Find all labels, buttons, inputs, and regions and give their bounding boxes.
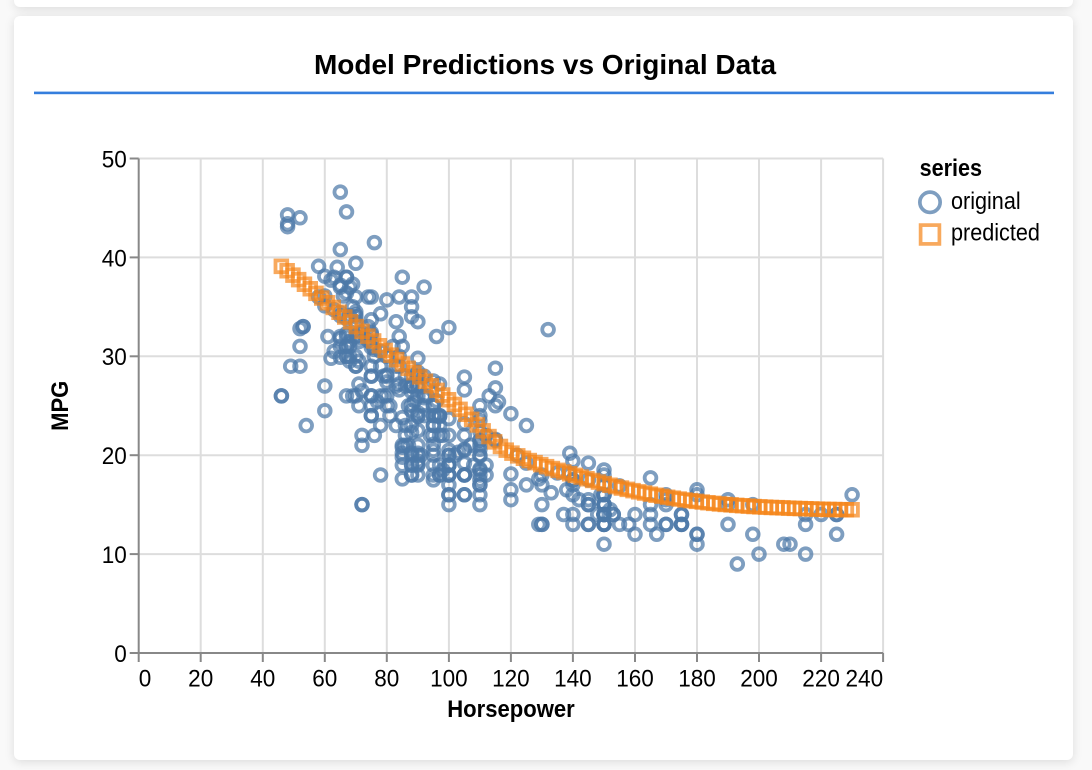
svg-text:80: 80 bbox=[374, 665, 399, 692]
svg-text:50: 50 bbox=[102, 146, 127, 173]
svg-text:Model Predictions vs Original: Model Predictions vs Original Data bbox=[314, 49, 777, 80]
svg-text:MPG: MPG bbox=[46, 381, 73, 431]
svg-text:20: 20 bbox=[188, 665, 213, 692]
svg-text:20: 20 bbox=[102, 442, 127, 469]
svg-text:140: 140 bbox=[554, 665, 592, 692]
svg-text:200: 200 bbox=[740, 665, 778, 692]
svg-text:160: 160 bbox=[616, 665, 654, 692]
svg-text:240: 240 bbox=[846, 665, 884, 692]
svg-text:40: 40 bbox=[250, 665, 275, 692]
svg-text:0: 0 bbox=[114, 640, 127, 667]
svg-text:100: 100 bbox=[430, 665, 468, 692]
svg-text:30: 30 bbox=[102, 343, 127, 370]
svg-text:40: 40 bbox=[102, 244, 127, 271]
svg-text:Horsepower: Horsepower bbox=[447, 695, 575, 722]
svg-text:180: 180 bbox=[678, 665, 716, 692]
svg-text:120: 120 bbox=[492, 665, 530, 692]
svg-text:predicted: predicted bbox=[951, 218, 1040, 245]
svg-text:220: 220 bbox=[802, 665, 840, 692]
svg-text:10: 10 bbox=[102, 541, 127, 568]
svg-text:0: 0 bbox=[139, 665, 152, 692]
svg-text:series: series bbox=[920, 154, 982, 181]
svg-text:60: 60 bbox=[312, 665, 337, 692]
svg-text:original: original bbox=[951, 187, 1021, 214]
